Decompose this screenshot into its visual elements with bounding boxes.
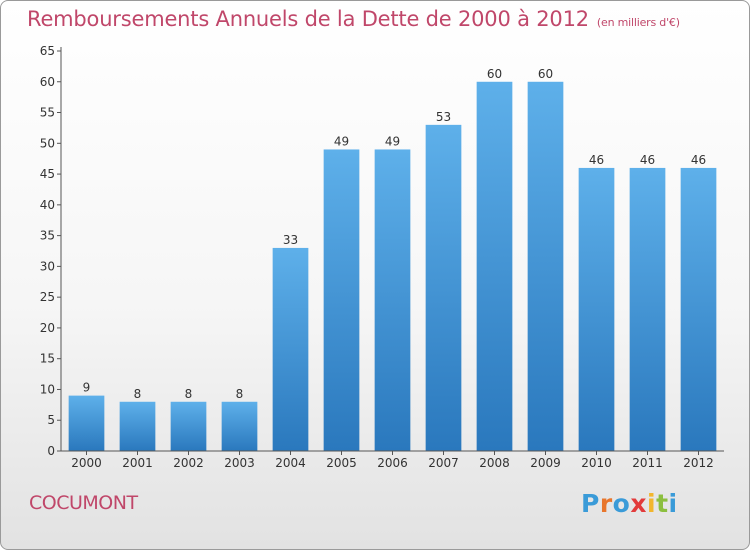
data-label-2008: 60 (487, 67, 502, 81)
x-tick-label-2012: 2012 (683, 456, 714, 470)
bar-2000 (68, 395, 105, 451)
x-tick-label-2005: 2005 (326, 456, 357, 470)
x-tick-label-2009: 2009 (530, 456, 561, 470)
chart-title-text: Remboursements Annuels de la Dette de 20… (27, 7, 589, 31)
logo-letter: x (630, 489, 647, 518)
y-tick-label: 45 (40, 167, 55, 181)
logo-letter: r (599, 489, 613, 518)
bar-2004 (272, 247, 309, 451)
x-tick-label-2004: 2004 (275, 456, 306, 470)
x-tick-label-2003: 2003 (224, 456, 255, 470)
bar-2010 (578, 167, 615, 451)
logo-letter: P (581, 489, 600, 518)
bar-2012 (680, 167, 717, 451)
x-tick-label-2000: 2000 (71, 456, 102, 470)
bar-2009 (527, 81, 564, 452)
data-label-2004: 33 (283, 233, 298, 247)
y-tick-label: 40 (40, 198, 55, 212)
data-label-2011: 46 (640, 153, 655, 167)
bar-2002 (170, 401, 207, 451)
data-label-2005: 49 (334, 134, 349, 148)
y-tick-label: 60 (40, 75, 55, 89)
y-tick-label: 55 (40, 106, 55, 120)
x-tick-label-2011: 2011 (632, 456, 663, 470)
data-label-2009: 60 (538, 67, 553, 81)
data-label-2012: 46 (691, 153, 706, 167)
logo-letter: i (668, 489, 678, 518)
y-tick-label: 0 (47, 444, 55, 458)
data-label-2006: 49 (385, 134, 400, 148)
x-tick-label-2002: 2002 (173, 456, 204, 470)
logo-letter: i (647, 489, 657, 518)
y-tick-label: 10 (40, 382, 55, 396)
y-tick-label: 50 (40, 136, 55, 150)
data-label-2007: 53 (436, 110, 451, 124)
x-tick-label-2001: 2001 (122, 456, 153, 470)
y-tick-label: 20 (40, 321, 55, 335)
bar-2011 (629, 167, 666, 451)
data-label-2010: 46 (589, 153, 604, 167)
data-label-2000: 9 (83, 381, 91, 395)
commune-name: COCUMONT (29, 492, 138, 514)
x-tick-label-2008: 2008 (479, 456, 510, 470)
y-tick-label: 65 (40, 44, 55, 58)
bar-2003 (221, 401, 258, 451)
y-tick-label: 35 (40, 229, 55, 243)
logo-letter: t (656, 489, 669, 518)
y-tick-label: 25 (40, 290, 55, 304)
bar-2008 (476, 81, 513, 452)
x-tick-label-2010: 2010 (581, 456, 612, 470)
data-label-2002: 8 (185, 387, 193, 401)
bar-2007 (425, 124, 462, 451)
y-tick-label: 15 (40, 352, 55, 366)
chart-subtitle: (en milliers d'€) (596, 16, 680, 29)
chart-title: Remboursements Annuels de la Dette de 20… (27, 7, 680, 31)
bar-2005 (323, 149, 360, 451)
x-tick-label-2006: 2006 (377, 456, 408, 470)
proxiti-logo: Proxiti (581, 489, 678, 518)
data-label-2001: 8 (134, 387, 142, 401)
bar-2006 (374, 149, 411, 451)
y-tick-label: 30 (40, 259, 55, 273)
data-label-2003: 8 (236, 387, 244, 401)
y-tick-label: 5 (47, 413, 55, 427)
logo-letter: o (612, 489, 631, 518)
x-tick-label-2007: 2007 (428, 456, 459, 470)
bar-2001 (119, 401, 156, 451)
